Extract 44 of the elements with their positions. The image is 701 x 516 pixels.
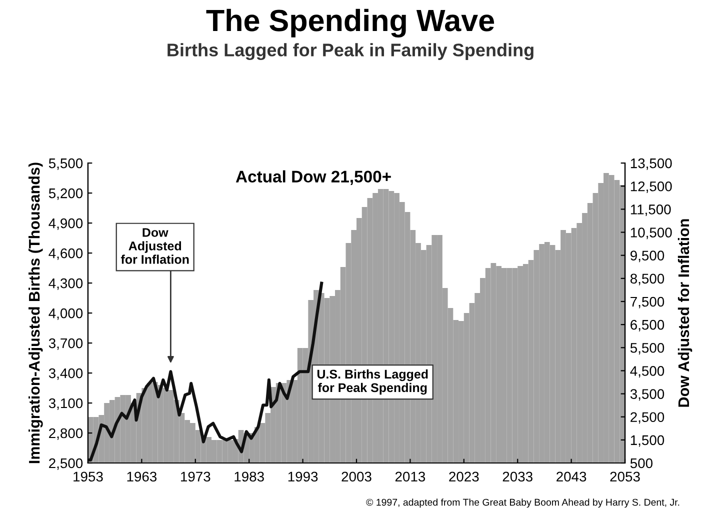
- text: © 1997, adapted from The Great Baby Boom Ahead by Harry S. Dent, Jr.: [366, 498, 680, 508]
- y2-tick-label: 500: [630, 458, 652, 468]
- y-tick-label: 4,900: [48, 218, 83, 230]
- chart-subtitle: Births Lagged for Peak in Family Spending: [168, 43, 534, 60]
- x-tick-label: 2003: [342, 472, 372, 482]
- y2-tick-label: 9,500: [630, 250, 664, 262]
- y2-tick-label: 7,500: [630, 296, 664, 308]
- x-tick-label: 1953: [74, 472, 103, 482]
- y2-tick-label: 4,500: [630, 366, 664, 378]
- y2-tick-label: 1,500: [630, 435, 664, 447]
- series-label: U.S. Births Lagged for Peak Spending: [317, 369, 428, 395]
- x-tick-label: 1993: [288, 472, 318, 482]
- x-tick-label: 2013: [395, 472, 426, 482]
- y2-tick-label: 11,500: [630, 204, 671, 216]
- y-tick-label: 4,000: [48, 308, 83, 320]
- y2-tick-label: 13,500: [630, 158, 672, 170]
- x-tick-label: 1983: [234, 472, 264, 482]
- y-tick-label: 2,500: [49, 458, 83, 470]
- y2-tick-label: 2,500: [630, 412, 664, 424]
- y-tick-label: 2,800: [49, 428, 83, 440]
- x-tick-label: 2023: [449, 472, 479, 482]
- y-tick-label: 5,500: [48, 158, 83, 170]
- y2-tick-label: 3,500: [630, 389, 664, 401]
- x-tick-label: 1963: [127, 472, 157, 482]
- text: Dow Adjusted for Inflation: [120, 228, 189, 264]
- chart-title: The Spending Wave: [206, 8, 494, 38]
- x-tick-label: 1973: [180, 472, 210, 482]
- y-tick-label: 3,100: [48, 398, 83, 410]
- y-tick-label: 4,600: [48, 248, 83, 260]
- x-tick-label: 2053: [610, 472, 640, 482]
- y2-axis-title: Dow Adjusted for Inflation: [678, 219, 692, 407]
- y2-tick-label: 8,500: [630, 274, 664, 286]
- y-tick-label: 4,300: [48, 278, 83, 290]
- y2-tick-label: 10,500: [630, 228, 672, 240]
- y-axis-title: Immigration-Adjusted Births (Thousands): [28, 162, 43, 464]
- x-tick-label: 2043: [556, 472, 586, 482]
- x-tick-label: 2033: [502, 472, 532, 482]
- y-tick-label: 3,400: [48, 368, 83, 380]
- annotation: Actual Dow 21,500+: [236, 170, 391, 185]
- y2-tick-label: 5,500: [630, 342, 664, 354]
- y2-tick-label: 6,500: [630, 320, 664, 332]
- y-tick-label: 5,200: [48, 188, 83, 200]
- y-tick-label: 3,700: [48, 338, 83, 350]
- y2-tick-label: 12,500: [630, 181, 672, 193]
